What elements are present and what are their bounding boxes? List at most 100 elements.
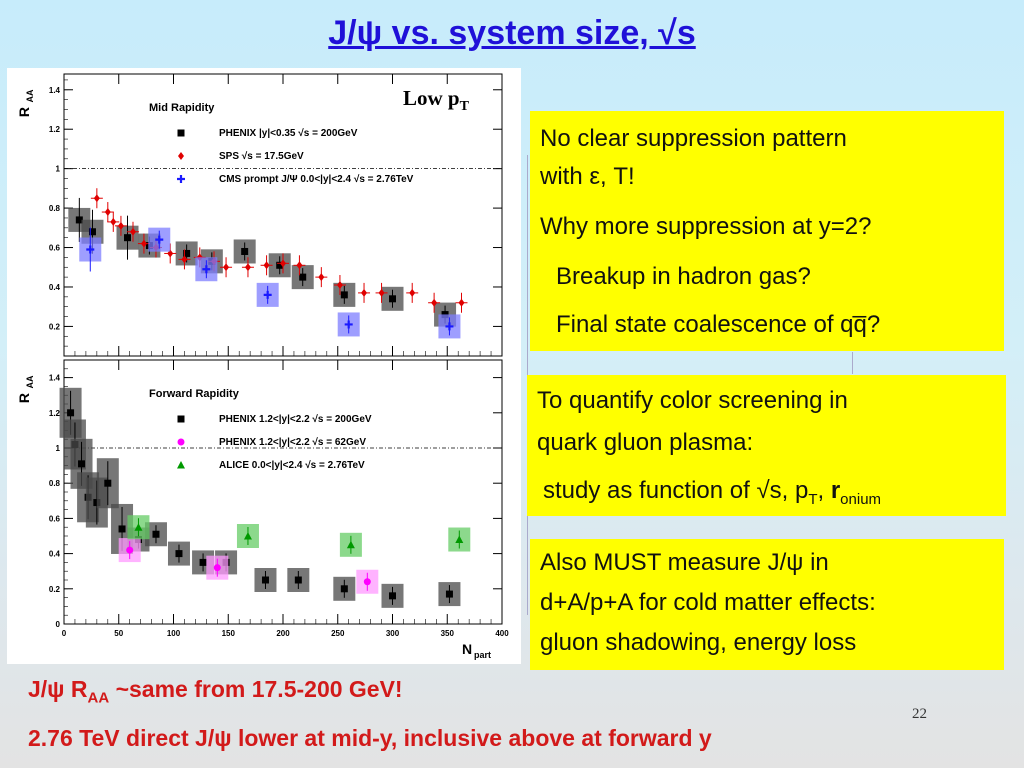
data-point [409,288,416,297]
text-box-suppression: No clear suppression pattern with ε, T! … [530,111,1004,351]
legend-entry: PHENIX 1.2<|y|<2.2 √s = 62GeV [219,437,366,448]
plot-frame [63,359,503,625]
data-point [363,578,371,586]
y-tick-label: 0.8 [49,204,61,213]
divider-line-2 [852,352,853,374]
data-point [261,576,269,584]
text-box-color-screening: To quantify color screening in quark glu… [527,375,1006,516]
legend-marker [178,152,184,160]
data-point [344,320,353,329]
data-point [445,590,453,598]
data-point [152,530,160,538]
y-axis-label: R [16,107,32,117]
y-tick-label: 0.6 [49,244,61,253]
y-axis-label-sub: AA [25,375,35,388]
x-tick-label: 200 [276,629,290,638]
data-point [223,263,230,272]
data-point [458,298,465,307]
data-point [445,322,454,331]
legend-marker [177,129,185,137]
text-box-cold-matter: Also MUST measure J/ψ in d+A/p+A for col… [530,539,1004,670]
y-tick-label: 0.2 [49,585,61,594]
box1-line2: with ε, T! [540,163,635,190]
data-point [280,259,286,268]
y-tick-label: 0.4 [49,283,61,292]
data-point [78,460,86,468]
data-point [263,290,272,299]
data-point [241,247,249,255]
legend-entry: PHENIX 1.2<|y|<2.2 √s = 200GeV [219,414,372,425]
data-point [104,479,112,487]
box1-line1: No clear suppression pattern [540,125,847,152]
x-tick-label: 0 [62,629,67,638]
low-pt-label: Low pT [403,86,469,115]
data-point [202,265,211,274]
legend-marker [177,438,185,446]
data-point [244,263,251,272]
data-point [431,298,438,307]
data-point [318,273,325,282]
legend-marker [177,175,185,183]
bottom-line-2: 2.76 TeV direct J/ψ lower at mid-y, incl… [28,725,712,751]
x-tick-label: 100 [167,629,181,638]
data-point [104,208,111,217]
box2-pt-sub: T [808,490,818,508]
y-tick-label: 1.4 [49,374,61,383]
legend-marker [177,415,185,423]
x-axis-label-sub: part [474,650,491,660]
data-point [129,227,136,236]
y-tick-label: 1.2 [49,125,61,134]
raa-chart: 0.2 0.4 0.6 0.8 1 1.2 1.4 R AA Mid Rapidity PHENIX… [16,73,509,660]
y-axis-label-sub: AA [25,89,35,102]
low-pt-text: Low p [403,86,460,110]
data-point [389,592,396,600]
x-tick-label: 250 [331,629,345,638]
bottom1-a: J/ψ R [28,676,88,702]
data-point [134,523,143,531]
x-tick-label: 50 [114,629,123,638]
data-point [88,228,96,236]
low-pt-sub: T [459,99,469,115]
y-tick-label: 1 [56,165,61,174]
data-point [175,550,183,558]
box3-line2: d+A/p+A for cold matter effects: [540,589,876,616]
box1-line3: Why more suppression at y=2? [540,213,872,240]
data-point [276,261,284,269]
data-point [199,558,207,566]
box2-line2: quark gluon plasma: [537,429,754,456]
data-point [340,291,348,299]
x-tick-label: 400 [495,629,509,638]
y-tick-label: 1.4 [49,86,61,95]
x-tick-label: 350 [441,629,455,638]
y-tick-label: 1 [56,444,61,453]
panel-title: Forward Rapidity [149,388,240,400]
data-point [86,245,95,254]
box3-line3: gluon shadowing, energy loss [540,629,857,656]
legend-entry: CMS prompt J/Ψ 0.0<|y|<2.4 √s = 2.76TeV [219,174,414,185]
data-point [336,281,343,290]
data-point [118,525,126,533]
data-point [346,540,355,549]
data-point [296,261,303,270]
box2-study-text: study as function of √s, p [543,477,809,504]
box2-line1: To quantify color screening in [537,387,848,414]
bottom1-b: ~same from 17.5-200 GeV! [109,676,403,702]
bottom1-sub: AA [87,689,110,707]
y-tick-label: 0.8 [49,479,61,488]
data-point [294,576,302,584]
y-tick-label: 0 [56,620,61,629]
legend-entry: PHENIX |y|<0.35 √s = 200GeV [219,128,358,139]
data-point [340,585,348,593]
y-axis-label: R [16,393,32,403]
data-point [67,409,75,417]
legend-entry: SPS √s = 17.5GeV [219,151,304,162]
legend-entry: ALICE 0.0<|y|<2.4 √s = 2.76TeV [219,460,365,471]
box2-comma: , [817,477,831,504]
data-point [263,261,270,270]
y-tick-label: 1.2 [49,409,61,418]
x-tick-label: 300 [386,629,400,638]
figure: 0.2 0.4 0.6 0.8 1 1.2 1.4 R AA Mid Rapidity PHENIX… [7,68,521,664]
legend-marker [177,461,185,469]
data-point [389,295,396,303]
data-point [117,221,124,230]
